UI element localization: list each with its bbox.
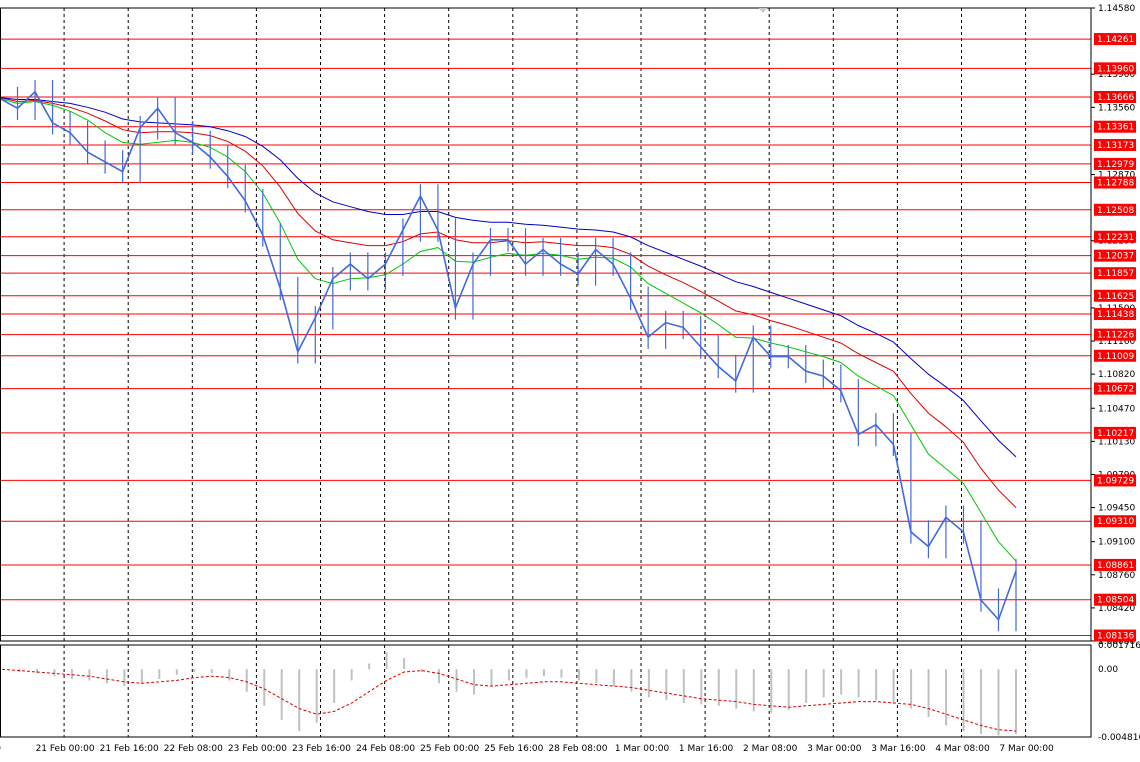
level-label-text: 1.09310 [1097,517,1134,527]
price-tick-label: 1.11160 [1098,337,1135,347]
level-price-labels: 1.14261 1.13960 1.13666 1.13361 1.13173 1.129… [1094,33,1136,642]
time-tick-label: 1 Mar 16:00 [679,744,734,754]
level-label-text: 1.09729 [1097,476,1134,486]
time-tick-label: 22 Feb 08:00 [164,744,223,754]
time-tick-label: 20 Feb 08:00 [0,744,1,754]
slow-moving-average [0,97,1017,458]
level-label-box [1094,307,1136,320]
level-label-text: 1.11625 [1097,292,1134,302]
level-label-box [1094,593,1136,606]
oscillator-tick-label: -0.004816 [1098,733,1140,743]
oscillator-tick-label: 0.00 [1098,665,1118,675]
shift-marker-icon [759,8,767,13]
price-tick-label: 1.08080 [1098,637,1135,647]
mid-moving-average [0,97,1017,508]
level-label-box [1094,267,1136,280]
oscillator-pane-frame [0,644,1092,738]
level-label-box [1094,91,1136,104]
horizontal-levels[interactable] [0,38,1091,637]
level-label-box [1094,515,1136,528]
time-tick-label: 25 Feb 16:00 [484,744,543,754]
level-label-text: 1.13361 [1097,123,1134,133]
level-label-box [1094,176,1136,189]
level-label-box [1094,558,1136,571]
time-tick-label: 3 Mar 16:00 [871,744,926,754]
oscillator-tick-label: 0.001716 [1098,641,1140,651]
time-tick-label: 25 Feb 00:00 [420,744,479,754]
price-tick-label: 1.10820 [1098,370,1135,380]
level-label-text: 1.11438 [1097,310,1134,320]
time-tick-label: 1 Mar 00:00 [615,744,670,754]
level-label-text: 1.11857 [1097,269,1134,279]
time-tick-label: 21 Feb 16:00 [100,744,159,754]
level-label-text: 1.08861 [1097,561,1134,571]
price-tick-label: 1.10470 [1098,404,1135,414]
level-label-text: 1.08504 [1097,596,1134,606]
price-tick-label: 1.08760 [1098,571,1135,581]
price-tick-label: 1.14580 [1098,4,1135,14]
time-tick-label: 23 Feb 16:00 [292,744,351,754]
price-tick-label: 1.08420 [1098,604,1135,614]
level-label-box [1094,157,1136,170]
level-label-text: 1.08136 [1097,632,1134,642]
fast-moving-average [0,98,1017,562]
level-label-box [1094,203,1136,216]
level-label-box [1094,382,1136,395]
oscillator-axis: 0.001716 0.00 -0.004816 [1098,641,1140,743]
time-tick-label: 24 Feb 08:00 [356,744,415,754]
grid [63,8,1027,737]
level-label-text: 1.13173 [1097,141,1134,151]
price-tick-label: 1.13560 [1098,103,1135,113]
level-label-text: 1.12788 [1097,179,1134,189]
level-label-text: 1.12979 [1097,160,1134,170]
price-tick-label: 1.09100 [1098,538,1135,548]
time-tick-label: 23 Feb 00:00 [228,744,287,754]
chart-frame [0,7,1092,738]
level-label-text: 1.13666 [1097,93,1134,103]
level-label-box [1094,289,1136,302]
level-label-box [1094,426,1136,439]
level-label-box [1094,62,1136,75]
time-tick-label: 3 Mar 00:00 [807,744,862,754]
level-label-box [1094,629,1136,642]
level-label-box [1094,120,1136,133]
price-tick-label: 1.09450 [1098,504,1135,514]
level-label-box [1094,249,1136,262]
price-tick-label: 1.12870 [1098,171,1135,181]
level-label-box [1094,33,1136,46]
level-label-box [1094,474,1136,487]
level-label-box [1094,139,1136,152]
level-label-box [1094,349,1136,362]
level-label-text: 1.10217 [1097,429,1134,439]
level-label-text: 1.11009 [1097,352,1134,362]
moving-averages [0,97,1017,562]
level-label-text: 1.14261 [1097,35,1134,45]
time-tick-label: 2 Mar 08:00 [743,744,798,754]
main-pane-frame [0,7,1092,642]
oscillator-pane [1,652,1017,736]
time-tick-label: 28 Feb 08:00 [548,744,607,754]
level-label-text: 1.12037 [1097,252,1134,262]
time-tick-label: 7 Mar 00:00 [999,744,1054,754]
level-label-box [1094,230,1136,243]
price-tick-label: 1.13900 [1098,70,1135,80]
time-axis: 20 Feb 08:00 21 Feb 00:00 21 Feb 16:00 22 F… [0,744,1054,754]
price-series [0,80,1017,632]
level-label-text: 1.11226 [1097,331,1134,341]
time-tick-label: 21 Feb 00:00 [36,744,95,754]
time-tick-label: 4 Mar 08:00 [935,744,990,754]
level-label-text: 1.13960 [1097,64,1134,74]
level-label-text: 1.10672 [1097,385,1134,395]
level-label-text: 1.12508 [1097,206,1134,216]
price-tick-label: 1.10130 [1098,437,1135,447]
level-label-text: 1.12231 [1097,233,1134,243]
level-label-box [1094,328,1136,341]
